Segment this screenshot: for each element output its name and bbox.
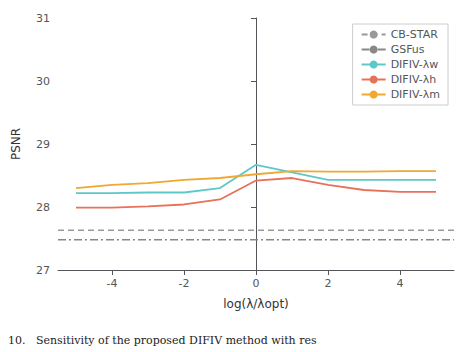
svg-text:30: 30	[36, 75, 50, 88]
svg-text:PSNR: PSNR	[9, 128, 23, 160]
svg-text:28: 28	[36, 201, 50, 214]
svg-text:0: 0	[253, 277, 260, 290]
svg-text:4: 4	[397, 277, 404, 290]
svg-text:29: 29	[36, 138, 50, 151]
svg-text:10. Sensitivity of the propo: 10. Sensitivity of the proposed DIFIV me…	[8, 334, 317, 347]
svg-text:2: 2	[325, 277, 332, 290]
svg-text:log(λ/λopt): log(λ/λopt)	[223, 297, 289, 311]
svg-text:CB-STAR: CB-STAR	[391, 28, 439, 41]
svg-text:GSFus: GSFus	[391, 43, 425, 56]
svg-text:31: 31	[36, 12, 50, 25]
svg-text:-4: -4	[107, 277, 118, 290]
svg-text:27: 27	[36, 264, 50, 277]
svg-text:DIFIV-λm: DIFIV-λm	[391, 88, 440, 101]
svg-text:DIFIV-λw: DIFIV-λw	[391, 58, 439, 71]
svg-text:DIFIV-λh: DIFIV-λh	[391, 73, 437, 86]
svg-text:-2: -2	[179, 277, 190, 290]
